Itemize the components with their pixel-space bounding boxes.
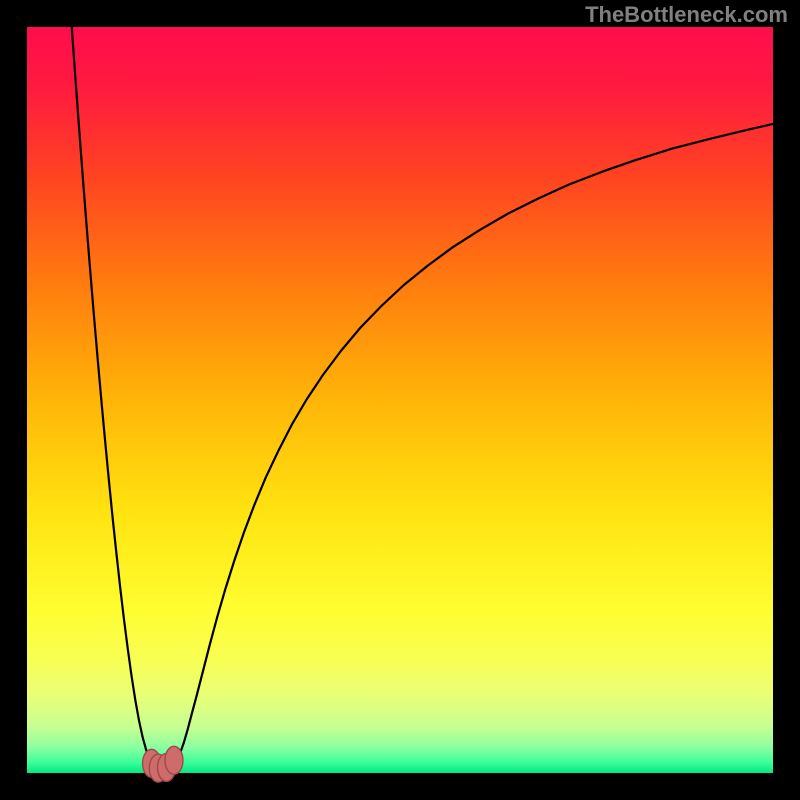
chart-frame: TheBottleneck.com: [0, 0, 800, 800]
bottleneck-curve-chart: [0, 0, 800, 800]
curve-marker: [165, 746, 183, 774]
watermark-text: TheBottleneck.com: [585, 2, 788, 28]
plot-background: [27, 27, 773, 773]
